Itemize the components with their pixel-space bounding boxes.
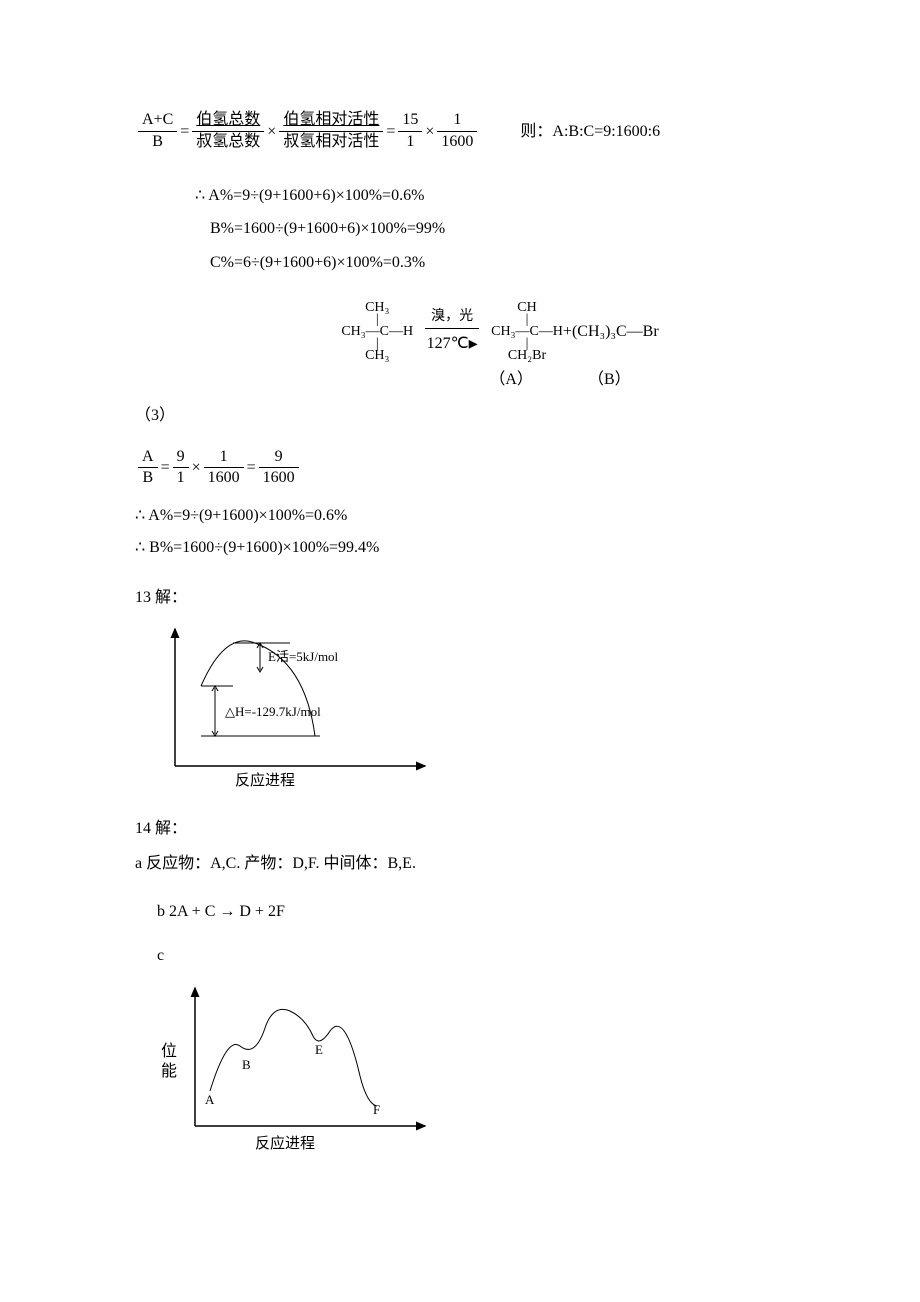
plus: +: [563, 319, 572, 345]
bot: CH₃: [365, 348, 389, 363]
equals: =: [161, 455, 170, 481]
label-a: （A）: [489, 367, 533, 393]
num: 1: [437, 110, 477, 132]
reaction-arrow: 溴，光 127℃ ▸: [425, 306, 479, 358]
e-act-label: E活=5kJ/mol: [268, 649, 339, 664]
q14-a: a 反应物：A,C. 产物：D,F. 中间体：B,E.: [135, 851, 785, 877]
energy-diagram-svg: E活=5kJ/mol △H=-129.7kJ/mol 反应进程: [155, 621, 445, 791]
den: 叔氢相对活性: [279, 132, 383, 153]
frac-15-1: 15 1: [398, 110, 422, 153]
num: 9: [173, 447, 189, 469]
q13-energy-diagram: E活=5kJ/mol △H=-129.7kJ/mol 反应进程: [155, 621, 785, 791]
calc-a-percent: ∴ A%=9÷(9+1600+6)×100%=0.6%: [135, 183, 785, 209]
dh-label: △H=-129.7kJ/mol: [225, 704, 321, 719]
frac-9-1: 9 1: [173, 447, 189, 490]
frac-1-1600b: 1 1600: [204, 447, 244, 490]
frac-count: 伯氢总数 叔氢总数: [192, 110, 264, 153]
times: ×: [267, 119, 276, 145]
times: ×: [192, 455, 201, 481]
equals: =: [386, 119, 395, 145]
den: 1600: [259, 468, 299, 489]
part-3-label: （3）: [135, 403, 785, 429]
pt-e: E: [315, 1042, 323, 1057]
num: 1: [204, 447, 244, 469]
condition-bot: 127℃: [427, 331, 469, 357]
den: 1600: [437, 132, 477, 153]
den: 1: [173, 468, 189, 489]
xlabel: 反应进程: [235, 771, 295, 789]
reaction-scheme: CH₃ | CH₃—C—H | CH₃ 溴，光 127℃ ▸ CH | CH₃—…: [215, 300, 785, 393]
frac-a-b: A B: [138, 447, 158, 490]
calc-c-percent: C%=6÷(9+1600+6)×100%=0.3%: [135, 250, 785, 276]
product-a-structure: CH | CH₃—C—H | CH₂Br: [491, 300, 563, 363]
result-ratio: 则：A:B:C=9:1600:6: [520, 119, 660, 145]
equals: =: [247, 455, 256, 481]
ylabel1: 位: [161, 1042, 177, 1060]
reactant-structure: CH₃ | CH₃—C—H | CH₃: [341, 300, 413, 363]
pt-b: B: [242, 1057, 251, 1072]
num: A+C: [138, 110, 177, 132]
calc-b-percent: B%=1600÷(9+1600+6)×100%=99%: [135, 216, 785, 242]
den: 叔氢总数: [192, 132, 264, 153]
den: 1: [398, 132, 422, 153]
q14-header: 14 解：: [135, 816, 785, 842]
pt-f: F: [373, 1102, 380, 1117]
den: 1600: [204, 468, 244, 489]
num: 伯氢相对活性: [279, 110, 383, 132]
equation-2: A B = 9 1 × 1 1600 = 9 1600: [135, 447, 785, 490]
equals: =: [180, 119, 189, 145]
label-b: （B）: [588, 367, 631, 393]
q14-c: c: [157, 943, 785, 969]
pt-a: A: [205, 1092, 215, 1107]
q13-header: 13 解：: [135, 585, 785, 611]
condition-top: 溴，光: [425, 306, 479, 329]
times: ×: [425, 119, 434, 145]
xlabel: 反应进程: [255, 1134, 315, 1152]
frac-9-1600: 9 1600: [259, 447, 299, 490]
energy-diagram-svg-2: 位 能 A B E F 反应进程: [155, 976, 445, 1156]
calc2-a: ∴ A%=9÷(9+1600)×100%=0.6%: [135, 503, 785, 529]
arrow-icon: ▸: [469, 329, 478, 358]
den: B: [138, 468, 158, 489]
bot: CH₂Br: [508, 348, 546, 363]
frac-1-1600: 1 1600: [437, 110, 477, 153]
q14-b: b 2A + C → D + 2F: [157, 899, 785, 925]
product-b-formula: (CH₃)₃C—Br: [572, 319, 659, 345]
den: B: [138, 132, 177, 153]
num: 伯氢总数: [192, 110, 264, 132]
ylabel2: 能: [161, 1062, 177, 1080]
frac-ac-b: A+C B: [138, 110, 177, 153]
equation-1: A+C B = 伯氢总数 叔氢总数 × 伯氢相对活性 叔氢相对活性 = 15 1…: [135, 110, 785, 153]
q14-energy-diagram: 位 能 A B E F 反应进程: [155, 976, 785, 1156]
num: 9: [259, 447, 299, 469]
num: A: [138, 447, 158, 469]
calc2-b: ∴ B%=1600÷(9+1600)×100%=99.4%: [135, 535, 785, 561]
product-labels: （A） （B）: [215, 367, 785, 393]
num: 15: [398, 110, 422, 132]
frac-activity: 伯氢相对活性 叔氢相对活性: [279, 110, 383, 153]
